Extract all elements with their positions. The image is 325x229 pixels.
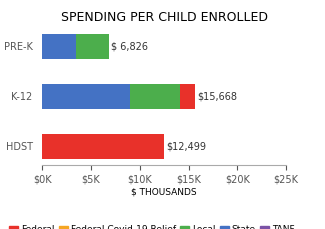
Bar bbox=[42, 34, 76, 59]
Text: $15,668: $15,668 bbox=[198, 91, 238, 101]
Text: $ 6,826: $ 6,826 bbox=[111, 41, 148, 51]
Title: SPENDING PER CHILD ENROLLED: SPENDING PER CHILD ENROLLED bbox=[61, 11, 267, 24]
Bar bbox=[42, 84, 130, 109]
Legend: Federal, Federal Covid-19 Relief, Local, State, TANF: Federal, Federal Covid-19 Relief, Local,… bbox=[6, 222, 298, 229]
X-axis label: $ THOUSANDS: $ THOUSANDS bbox=[131, 187, 197, 196]
Bar bbox=[76, 34, 109, 59]
Text: $12,499: $12,499 bbox=[166, 141, 207, 151]
Bar bbox=[180, 84, 195, 109]
Bar bbox=[42, 134, 164, 159]
Bar bbox=[130, 84, 180, 109]
